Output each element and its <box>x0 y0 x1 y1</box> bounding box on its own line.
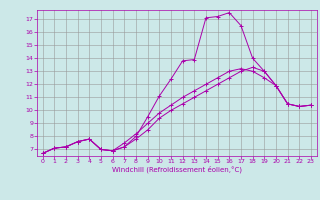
X-axis label: Windchill (Refroidissement éolien,°C): Windchill (Refroidissement éolien,°C) <box>112 166 242 173</box>
